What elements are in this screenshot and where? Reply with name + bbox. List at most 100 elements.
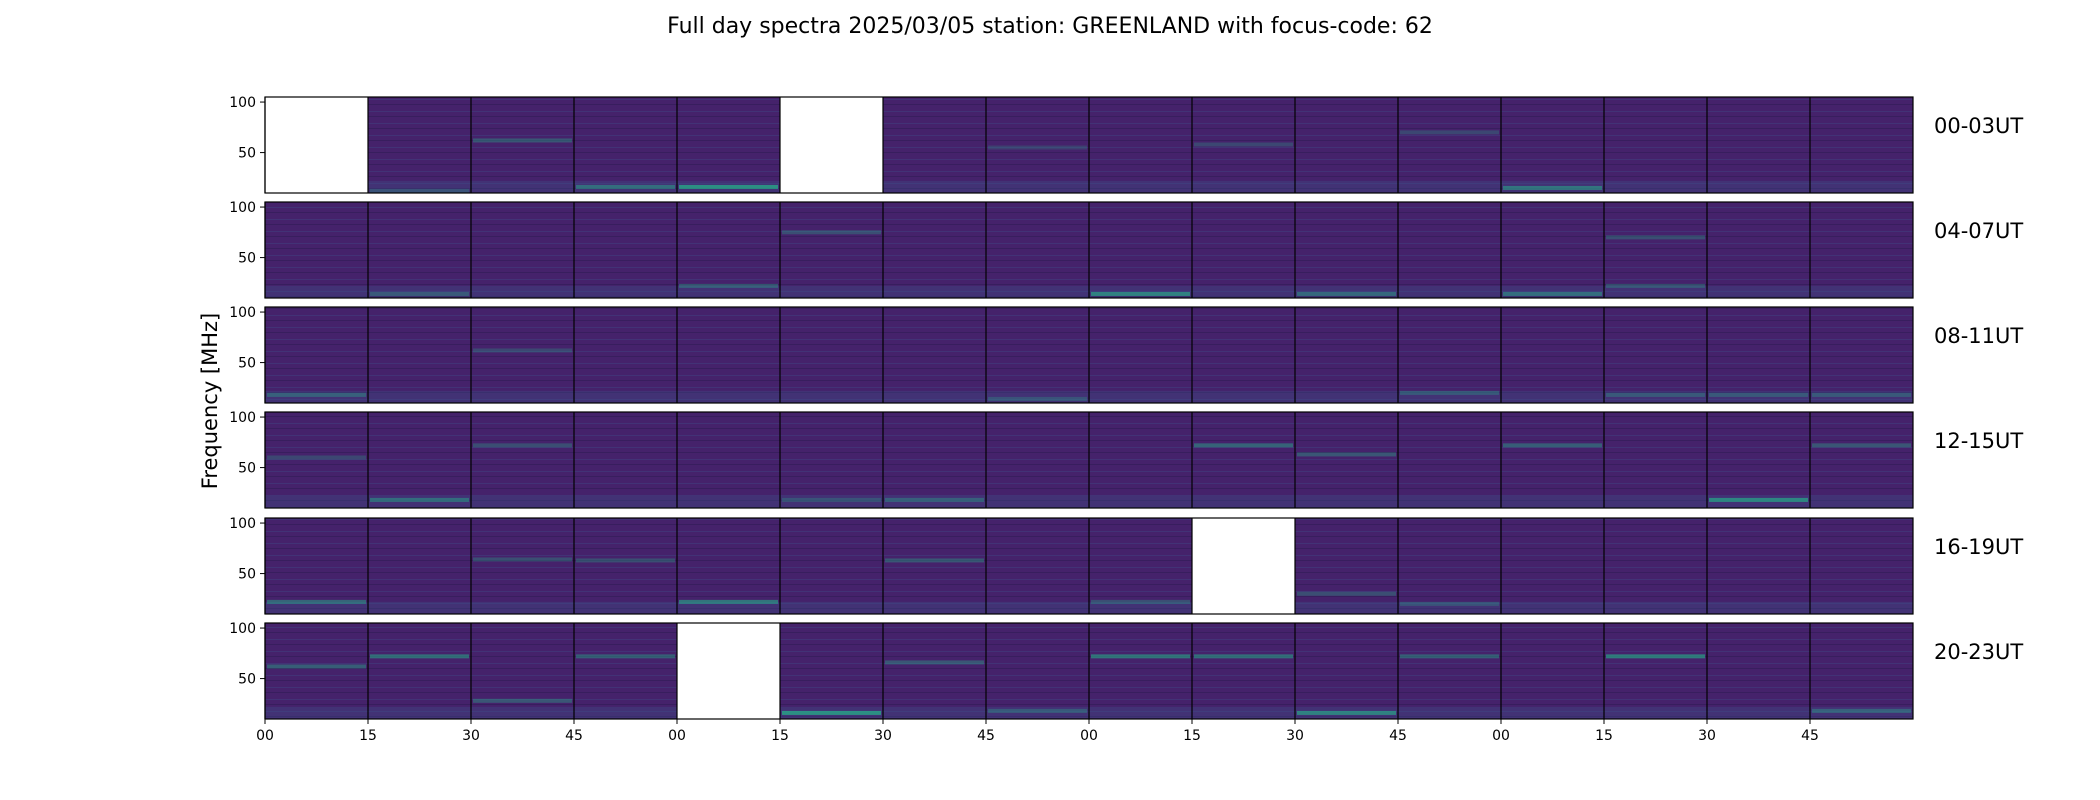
low-freq-band — [677, 390, 780, 403]
row-time-label: 04-07UT — [1934, 219, 2023, 243]
spectrum-panel — [1398, 97, 1501, 193]
low-freq-band — [986, 390, 1089, 403]
y-tick-label: 50 — [238, 146, 256, 162]
spectrum-panel — [1295, 518, 1398, 614]
spectrum-panel — [574, 518, 677, 614]
spectrum-panel — [1192, 307, 1295, 403]
spectrum-panel — [883, 97, 986, 193]
low-freq-band — [1192, 285, 1295, 298]
emission-band — [267, 599, 366, 604]
spectra-row: 50 100 16-19UT — [229, 516, 2023, 615]
x-tick-label: 00 — [256, 728, 274, 744]
spectrum-panel — [1295, 307, 1398, 403]
low-freq-band — [780, 495, 883, 508]
spectrum-panel — [1295, 412, 1398, 508]
x-tick-label: 30 — [462, 728, 480, 744]
spectrum-panel — [883, 307, 986, 403]
row-time-label: 20-23UT — [1934, 640, 2023, 664]
emission-band — [473, 443, 572, 448]
spectrum-panel-missing — [265, 97, 368, 193]
emission-band — [473, 698, 572, 703]
low-freq-band — [471, 601, 574, 614]
spectrum-panel — [1707, 307, 1810, 403]
low-freq-band — [1089, 601, 1192, 614]
spectrum-panel — [265, 623, 368, 719]
spectrum-panel — [265, 412, 368, 508]
emission-band — [1812, 443, 1911, 448]
row-frame — [264, 201, 1914, 299]
emission-band — [885, 558, 984, 563]
emission-band — [679, 283, 778, 288]
emission-band — [576, 654, 675, 659]
low-freq-band — [574, 285, 677, 298]
low-freq-band — [1604, 390, 1707, 403]
low-freq-band — [265, 285, 368, 298]
y-tick-label: 100 — [229, 410, 256, 426]
spectrum-panel — [368, 412, 471, 508]
spectrum-panel — [1604, 97, 1707, 193]
spectrum-panel — [1295, 202, 1398, 298]
low-freq-band — [780, 390, 883, 403]
spectrum-panel — [1192, 623, 1295, 719]
spectrum-panel — [1295, 97, 1398, 193]
low-freq-band — [1707, 601, 1810, 614]
low-freq-band — [1810, 706, 1913, 719]
spectrum-panel — [1501, 307, 1604, 403]
emission-band — [1194, 142, 1293, 147]
low-freq-band — [1707, 390, 1810, 403]
low-freq-band — [1501, 706, 1604, 719]
low-freq-band — [780, 285, 883, 298]
spectrum-panel — [1089, 623, 1192, 719]
low-freq-band — [883, 601, 986, 614]
spectrum-panel — [677, 307, 780, 403]
low-freq-band — [986, 495, 1089, 508]
emission-band — [1297, 291, 1396, 296]
spectrum-panel — [1501, 202, 1604, 298]
low-freq-band — [574, 495, 677, 508]
low-freq-band — [471, 390, 574, 403]
emission-band — [576, 558, 675, 563]
low-freq-band — [368, 390, 471, 403]
spectrum-panel — [368, 202, 471, 298]
x-tick-label: 30 — [1698, 728, 1716, 744]
low-freq-band — [1810, 180, 1913, 193]
spectrum-panel — [1810, 623, 1913, 719]
low-freq-band — [1295, 285, 1398, 298]
low-freq-band — [1707, 180, 1810, 193]
emission-band — [1606, 235, 1705, 240]
spectrum-panel — [1810, 412, 1913, 508]
y-tick-label: 50 — [238, 356, 256, 372]
spectrum-panel — [368, 307, 471, 403]
low-freq-band — [1089, 180, 1192, 193]
spectrum-panel — [986, 307, 1089, 403]
low-freq-band — [986, 180, 1089, 193]
spectrum-panel — [780, 518, 883, 614]
spectrum-panel — [780, 623, 883, 719]
spectra-row: 50 100 20-23UT — [229, 621, 2023, 720]
emission-band — [1503, 185, 1602, 190]
emission-band — [473, 348, 572, 353]
spectrum-panel — [677, 412, 780, 508]
emission-band — [1400, 654, 1499, 659]
spectrum-panel — [1398, 202, 1501, 298]
spectrum-panel — [1398, 518, 1501, 614]
low-freq-band — [883, 390, 986, 403]
y-tick-label: 100 — [229, 200, 256, 216]
spectrum-panel — [574, 97, 677, 193]
low-freq-band — [368, 706, 471, 719]
y-axis-label: Frequency [MHz] — [198, 313, 222, 489]
low-freq-band — [265, 601, 368, 614]
row-time-label: 12-15UT — [1934, 429, 2023, 453]
low-freq-band — [1707, 495, 1810, 508]
spectrum-panel — [1707, 412, 1810, 508]
spectrum-panel — [1192, 202, 1295, 298]
spectrum-panel — [471, 97, 574, 193]
low-freq-band — [471, 285, 574, 298]
emission-band — [782, 230, 881, 235]
spectrum-panel — [1604, 307, 1707, 403]
emission-band — [885, 497, 984, 502]
low-freq-band — [574, 706, 677, 719]
low-freq-band — [265, 495, 368, 508]
low-freq-band — [1192, 390, 1295, 403]
low-freq-band — [677, 601, 780, 614]
